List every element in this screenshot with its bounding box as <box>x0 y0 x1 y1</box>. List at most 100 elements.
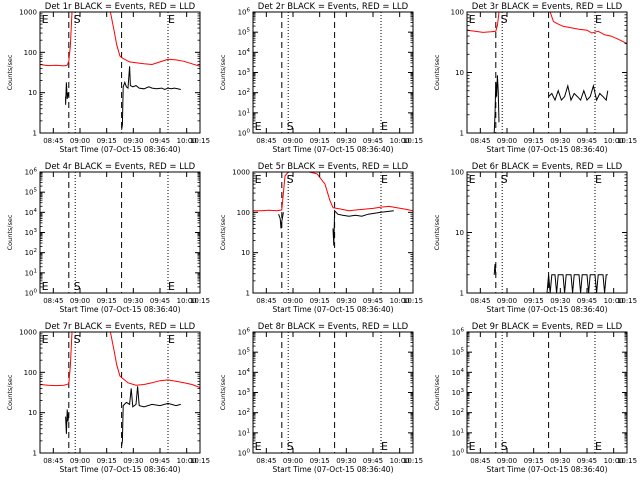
y-tick-label: 10 <box>28 409 37 417</box>
x-tick-label: 09:45 <box>363 297 383 305</box>
y-tick-label: 101 <box>25 268 37 277</box>
x-tick-label: 10:00 <box>604 297 624 305</box>
x-tick-label: 10:15 <box>190 457 210 465</box>
lld-series-line <box>40 12 73 67</box>
x-tick-label: 09:15 <box>310 297 330 305</box>
lld-series-line <box>109 332 200 388</box>
x-tick-label: 08:45 <box>256 137 276 145</box>
marker-label: E <box>168 13 175 26</box>
y-tick-label: 100 <box>238 449 251 458</box>
chart-panel-1: Det 1r BLACK = Events, RED = LLD Counts/s… <box>6 2 210 154</box>
y-tick-label: 105 <box>452 348 465 357</box>
y-tick-label: 103 <box>238 68 251 77</box>
x-tick-label: 10:00 <box>604 457 624 465</box>
x-tick-label: 09:45 <box>577 297 597 305</box>
marker-label: E <box>168 333 175 346</box>
x-tick-label: 09:00 <box>283 297 303 305</box>
chart-panel-6: Det 6r BLACK = Events, RED = LLD Counts/s… <box>433 162 637 314</box>
marker-label: E <box>469 173 476 186</box>
y-axis-label: Counts/sec <box>6 54 14 90</box>
x-tick-label: 09:15 <box>310 137 330 145</box>
chart-panel-4: Det 4r BLACK = Events, RED = LLD Counts/s… <box>6 162 210 314</box>
y-tick-label: 106 <box>25 168 38 177</box>
x-ticks <box>52 12 188 133</box>
reference-lines <box>281 332 382 453</box>
x-tick-label: 09:00 <box>283 137 303 145</box>
y-axis-label: Counts/sec <box>6 374 14 410</box>
x-axis-label: Start Time (07-Oct-15 08:36:40) <box>59 465 180 474</box>
x-tick-label: 09:00 <box>70 297 90 305</box>
x-tick-label: 09:45 <box>150 137 170 145</box>
chart-panel-9: Det 9r BLACK = Events, RED = LLD Counts/s… <box>433 322 637 474</box>
marker-label: S <box>74 280 81 293</box>
plot-frame <box>39 11 201 134</box>
x-ticks <box>52 332 188 453</box>
y-tick-label: 102 <box>238 408 250 417</box>
chart-title: Det 5r BLACK = Events, RED = LLD <box>258 162 409 172</box>
x-tick-label: 09:30 <box>550 137 570 145</box>
lld-series-line <box>40 332 73 387</box>
x-ticks <box>265 172 401 293</box>
x-axis-label: Start Time (07-Oct-15 08:36:40) <box>59 305 180 314</box>
events-series-line <box>546 274 608 293</box>
marker-label: E <box>381 120 388 133</box>
y-axis-label: Counts/sec <box>219 54 227 90</box>
plot-frame <box>466 11 628 134</box>
marker-label: E <box>42 333 49 346</box>
y-tick-label: 1 <box>33 130 37 138</box>
y-ticks <box>253 11 413 134</box>
x-tick-label: 09:45 <box>363 457 383 465</box>
y-tick-label: 101 <box>238 428 250 437</box>
x-tick-label: 08:45 <box>470 137 490 145</box>
y-tick-label: 100 <box>451 9 464 17</box>
chart-title: Det 4r BLACK = Events, RED = LLD <box>45 162 196 172</box>
y-tick-label: 105 <box>238 28 251 37</box>
x-tick-label: 09:30 <box>123 297 143 305</box>
y-tick-label: 10 <box>455 229 464 237</box>
chart-panel-7: Det 7r BLACK = Events, RED = LLD Counts/s… <box>6 322 210 474</box>
x-tick-label: 09:15 <box>524 297 544 305</box>
y-tick-label: 10 <box>28 89 37 97</box>
marker-label: E <box>42 280 49 293</box>
x-tick-label: 09:15 <box>97 457 117 465</box>
marker-label: S <box>287 120 294 133</box>
chart-panel-8: Det 8r BLACK = Events, RED = LLD Counts/s… <box>219 322 423 474</box>
x-tick-label: 10:15 <box>190 297 210 305</box>
y-tick-label: 103 <box>238 388 251 397</box>
y-tick-label: 100 <box>237 209 250 217</box>
marker-label: S <box>287 173 294 186</box>
y-tick-label: 10 <box>455 69 464 77</box>
x-axis-label: Start Time (07-Oct-15 08:36:40) <box>486 145 607 154</box>
y-tick-label: 101 <box>452 428 464 437</box>
y-tick-label: 104 <box>452 368 465 377</box>
x-tick-label: 10:00 <box>177 137 197 145</box>
marker-label: E <box>469 440 476 453</box>
y-axis-label: Counts/sec <box>219 214 227 250</box>
x-tick-label: 09:00 <box>70 137 90 145</box>
plot-frame <box>39 171 201 294</box>
lld-series-line <box>549 12 627 45</box>
y-tick-label: 10 <box>241 249 250 257</box>
x-tick-label: 10:15 <box>403 137 423 145</box>
x-tick-label: 10:15 <box>617 457 637 465</box>
marker-label: S <box>74 333 81 346</box>
x-tick-label: 08:45 <box>256 297 276 305</box>
x-tick-label: 09:30 <box>123 457 143 465</box>
y-ticks <box>253 331 413 454</box>
y-tick-label: 1 <box>460 130 464 138</box>
events-series-line <box>65 409 70 434</box>
x-tick-label: 08:45 <box>43 137 63 145</box>
events-series-line <box>332 209 394 246</box>
x-tick-label: 10:00 <box>177 297 197 305</box>
x-tick-label: 09:30 <box>550 457 570 465</box>
x-tick-label: 09:45 <box>150 297 170 305</box>
y-tick-label: 1000 <box>232 169 250 177</box>
marker-label: E <box>595 440 602 453</box>
x-tick-label: 09:00 <box>497 457 517 465</box>
marker-label: E <box>255 173 262 186</box>
lld-series-line <box>253 172 413 212</box>
y-axis-label: Counts/sec <box>433 214 441 250</box>
x-tick-label: 09:00 <box>70 457 90 465</box>
events-series-line <box>493 75 500 133</box>
